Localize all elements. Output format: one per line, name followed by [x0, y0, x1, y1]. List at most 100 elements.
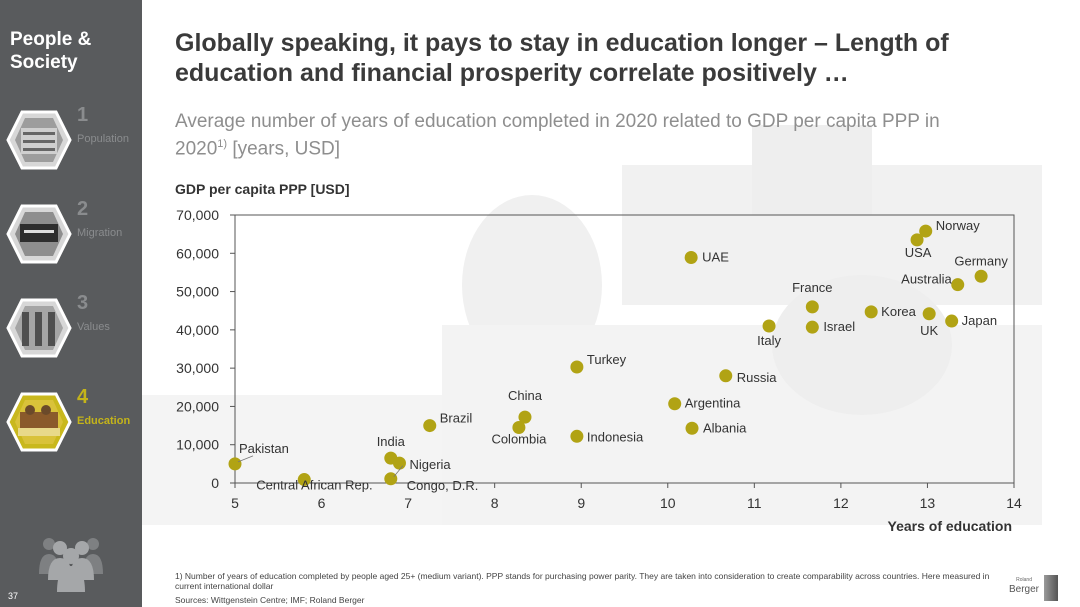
point-label: Norway — [936, 218, 981, 233]
nav-number: 3 — [77, 292, 89, 314]
y-tick-label: 60,000 — [176, 245, 219, 261]
data-point — [762, 319, 776, 333]
point-label: Pakistan — [239, 441, 289, 456]
point-label: Russia — [737, 370, 778, 385]
x-tick-label: 12 — [833, 495, 849, 511]
sidebar-item-values[interactable]: 3 Values — [6, 292, 142, 362]
point-label: Australia — [901, 272, 952, 287]
y-tick-label: 50,000 — [176, 284, 219, 300]
x-tick-label: 13 — [920, 495, 936, 511]
x-tick-label: 5 — [231, 495, 239, 511]
page-headline: Globally speaking, it pays to stay in ed… — [175, 29, 949, 87]
nav-label: Values — [77, 321, 110, 333]
sidebar-item-population[interactable]: 1 Population — [6, 104, 142, 174]
label-leader-line — [393, 465, 404, 478]
data-point — [685, 421, 699, 435]
people-group-icon — [39, 538, 103, 592]
logo-mark — [1044, 575, 1058, 601]
nav-number: 4 — [77, 386, 89, 408]
data-point — [864, 305, 878, 319]
data-point — [922, 307, 936, 321]
point-label: Nigeria — [409, 457, 451, 472]
data-point — [423, 419, 437, 433]
label-leader-line — [237, 455, 254, 463]
point-label: Israel — [823, 319, 855, 334]
nav-number: 1 — [77, 104, 89, 126]
point-label: Albania — [703, 420, 747, 435]
nav-label: Population — [77, 133, 129, 145]
data-point — [919, 224, 933, 238]
data-point — [805, 300, 819, 314]
point-label: France — [792, 280, 832, 295]
x-tick-label: 14 — [1006, 495, 1022, 511]
immigration-sign-photo-icon — [6, 204, 72, 264]
nav-label: Education — [77, 415, 131, 427]
subtitle-text: Average number of years of education com… — [175, 111, 940, 160]
sources: Sources: Wittgenstein Centre; IMF; Rolan… — [175, 595, 365, 605]
data-point — [805, 320, 819, 334]
y-tick-label: 20,000 — [176, 398, 219, 414]
data-point — [570, 360, 584, 374]
point-label: Germany — [954, 253, 1008, 268]
y-tick-label: 70,000 — [176, 207, 219, 223]
data-point — [297, 473, 311, 487]
logo-small-text: Roland — [1016, 577, 1032, 583]
point-label: Indonesia — [587, 429, 644, 444]
x-tick-label: 11 — [747, 495, 762, 511]
footnote: 1) Number of years of education complete… — [175, 571, 990, 591]
x-tick-label: 10 — [660, 495, 676, 511]
data-point — [684, 250, 698, 264]
data-point — [228, 457, 242, 471]
data-point — [518, 410, 532, 424]
data-point — [719, 369, 733, 383]
x-tick-label: 6 — [318, 495, 326, 511]
point-label: Brazil — [440, 411, 473, 426]
data-point — [392, 456, 406, 470]
point-label: Congo, D.R. — [407, 478, 479, 493]
data-point — [668, 397, 682, 411]
x-tick-label: 8 — [491, 495, 499, 511]
data-point — [945, 314, 959, 328]
point-label: Colombia — [491, 431, 547, 446]
y-tick-label: 30,000 — [176, 360, 219, 376]
point-label: UK — [920, 323, 938, 338]
point-label: Argentina — [685, 396, 741, 411]
y-tick-label: 40,000 — [176, 322, 219, 338]
point-label: Japan — [962, 313, 997, 328]
nav-label: Migration — [77, 227, 123, 239]
point-label: China — [508, 388, 543, 403]
data-point — [384, 472, 398, 486]
plot-area — [234, 214, 1015, 484]
section-title: People & Society — [10, 29, 92, 73]
point-label: Central African Rep. — [256, 478, 372, 493]
data-point — [512, 420, 526, 434]
point-label: Korea — [881, 304, 916, 319]
y-tick-label: 0 — [211, 475, 219, 491]
x-axis-title: Years of education — [888, 518, 1012, 534]
point-label: USA — [905, 245, 932, 260]
data-point — [951, 278, 965, 292]
logo-main-text: Berger — [1009, 584, 1040, 595]
building-photo-icon — [6, 298, 72, 358]
subtitle-units: [years, USD] — [227, 138, 341, 160]
y-axis-title: GDP per capita PPP [USD] — [175, 181, 350, 197]
point-label: UAE — [702, 249, 729, 264]
crowd-photo-icon — [6, 110, 72, 170]
point-label: Italy — [757, 333, 781, 348]
sidebar-item-migration[interactable]: 2 Migration — [6, 198, 142, 268]
roland-berger-logo: Roland Berger — [1008, 575, 1058, 603]
x-tick-label: 9 — [577, 495, 585, 511]
sidebar-item-education[interactable]: 4 Education — [6, 386, 142, 456]
subtitle-footnote-marker: 1) — [217, 138, 228, 150]
sidebar: People & Society 1 Population 2 Migratio… — [0, 0, 142, 607]
data-point — [910, 233, 924, 247]
data-point — [974, 269, 988, 283]
chart-subtitle: Average number of years of education com… — [175, 110, 995, 160]
page-number: 37 — [8, 591, 19, 601]
point-label: India — [377, 434, 406, 449]
point-label: Turkey — [587, 352, 627, 367]
x-tick-label: 7 — [404, 495, 412, 511]
nav-number: 2 — [77, 198, 89, 220]
classroom-photo-icon — [6, 392, 72, 452]
